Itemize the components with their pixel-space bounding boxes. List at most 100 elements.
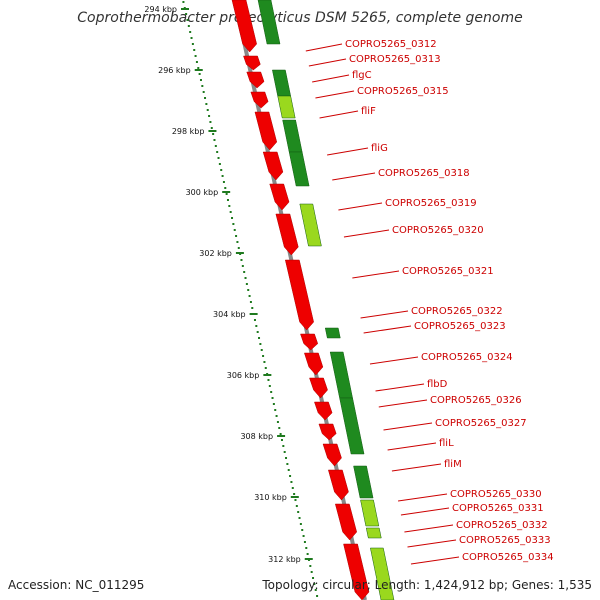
scale-dot: [249, 301, 252, 303]
reverse-cds-block: [370, 547, 395, 600]
forward-cds-arrow: [322, 443, 342, 467]
scale-dot: [212, 133, 215, 135]
scale-dot: [256, 331, 259, 333]
scale-tick-label: 300 kbp: [186, 188, 219, 197]
scale-dot: [228, 205, 231, 207]
forward-cds-arrow: [309, 377, 328, 399]
scale-dot: [301, 529, 304, 531]
scale-dot: [240, 259, 243, 261]
scale-dot: [205, 103, 208, 105]
scale-dot: [295, 505, 298, 507]
scale-dot: [278, 427, 281, 429]
reverse-cds-block: [365, 527, 382, 539]
forward-cds-arrow: [275, 213, 299, 256]
scale-dot: [208, 115, 211, 117]
scale-dot: [286, 463, 289, 465]
kbp-scale: 294 kbp 296 kbp 298 kbp 300 kbp 302 kbp 304 k…: [144, 1, 319, 597]
scale-dot: [291, 487, 294, 489]
scale-tick-label: 308 kbp: [240, 432, 273, 441]
scale-tick-label: 296 kbp: [158, 66, 191, 75]
scale-dot: [274, 409, 277, 411]
scale-dot: [302, 535, 305, 537]
scale-dot: [243, 271, 246, 273]
scale-dot: [245, 283, 248, 285]
scale-dot: [262, 355, 265, 357]
scale-dot: [199, 79, 202, 81]
gene-label-leader: [383, 422, 433, 431]
reverse-cds-block: [272, 69, 291, 97]
gene-label-leader: [410, 556, 460, 565]
scale-dot: [236, 241, 239, 243]
gene-label: COPRO5265_0312: [345, 39, 437, 50]
scale-dot: [210, 127, 213, 129]
gene-label: flbD: [427, 379, 448, 390]
scale-tick-label: 298 kbp: [172, 127, 205, 136]
gene-label: COPRO5265_0326: [430, 395, 522, 406]
scale-dot: [285, 457, 288, 459]
scale-tick-label: 312 kbp: [268, 555, 301, 564]
gene-label-leader: [369, 356, 419, 365]
gene-label-leader: [363, 325, 412, 334]
gene-label-leader: [352, 270, 400, 279]
reverse-cds-block: [277, 95, 296, 119]
scale-dot: [298, 517, 301, 519]
reverse-cds-block: [339, 397, 365, 455]
reverse-cds-block: [353, 465, 374, 499]
scale-dot: [221, 175, 224, 177]
forward-cds-arrow: [334, 503, 357, 541]
scale-dot: [222, 181, 225, 183]
gene-label: fliF: [361, 106, 376, 117]
scale-dot: [232, 223, 235, 225]
scale-dot: [229, 211, 232, 213]
gene-label-leader: [404, 524, 454, 533]
scale-dot: [303, 541, 306, 543]
gene-label-leader: [360, 310, 409, 319]
gene-label: COPRO5265_0320: [392, 225, 484, 236]
gene-label: COPRO5265_0318: [378, 168, 470, 179]
reverse-cds-block: [324, 327, 341, 339]
gene-labels: COPRO5265_0312 COPRO5265_0313 flgC COPRO526…: [305, 39, 554, 565]
gene-label: COPRO5265_0313: [349, 54, 441, 65]
scale-dot: [189, 31, 192, 33]
scale-dot: [195, 61, 198, 63]
scale-dot: [316, 595, 319, 597]
scale-dot: [237, 247, 240, 249]
gene-label: COPRO5265_0333: [459, 535, 551, 546]
gene-label-leader: [332, 172, 376, 181]
scale-dot: [206, 109, 209, 111]
gene-label-leader: [308, 58, 347, 67]
forward-cds-arrow: [269, 183, 290, 211]
scale-dot: [264, 367, 267, 369]
topology-text: Topology: circular; Length: 1,424,912 bp…: [262, 578, 592, 592]
scale-dot: [263, 361, 266, 363]
forward-cds-arrow: [343, 543, 370, 600]
gene-label-leader: [407, 539, 457, 548]
scale-dot: [190, 37, 193, 39]
gene-label: COPRO5265_0332: [456, 520, 548, 531]
reverse-cds-block: [257, 0, 281, 45]
gene-label: COPRO5265_0324: [421, 352, 513, 363]
gene-label-leader: [305, 43, 343, 52]
forward-cds-arrow: [262, 151, 284, 181]
gene-label-leader: [400, 507, 450, 516]
scale-dot: [247, 289, 250, 291]
gene-label-leader: [387, 442, 437, 451]
scale-dot: [310, 571, 313, 573]
scale-dot: [204, 97, 207, 99]
scale-dot: [253, 319, 256, 321]
scale-dot: [251, 307, 254, 309]
forward-cds-arrow: [231, 0, 257, 53]
scale-dot: [202, 91, 205, 93]
scale-dot: [271, 397, 274, 399]
map-title: Coprothermobacter proteolyticus DSM 5265…: [77, 10, 522, 26]
scale-dot: [283, 451, 286, 453]
scale-dot: [226, 199, 229, 201]
scale-dot: [289, 475, 292, 477]
scale-dot: [258, 337, 261, 339]
scale-dot: [201, 85, 204, 87]
forward-cds-arrow: [246, 71, 265, 89]
scale-dot: [306, 553, 309, 555]
scale-dot: [270, 391, 273, 393]
forward-cds-arrow: [304, 352, 324, 376]
gene-label: COPRO5265_0315: [357, 86, 449, 97]
